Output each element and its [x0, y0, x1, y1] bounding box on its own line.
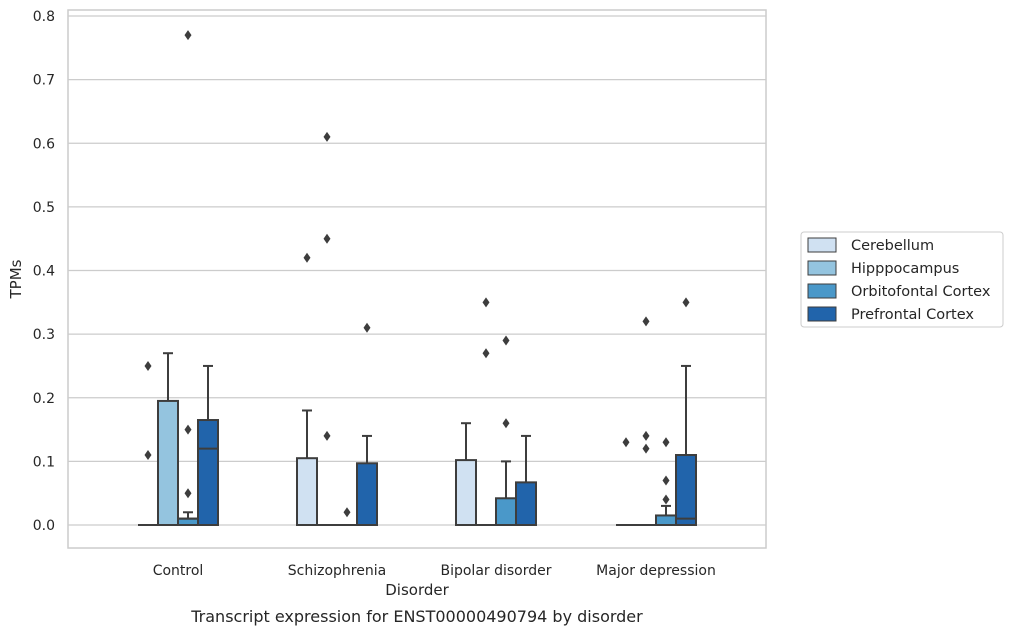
box-prefrontal-cortex [675, 297, 697, 527]
x-tick-label: Schizophrenia [288, 563, 386, 579]
box-body [455, 459, 477, 527]
outlier-point [662, 494, 670, 505]
outlier-point [323, 430, 331, 441]
legend-swatch [807, 306, 837, 322]
legend: Cerebellum Hipppocampus Orbitofontal Corte… [800, 231, 1004, 328]
y-tick-label: 0.2 [33, 391, 55, 407]
box-cerebellum [296, 252, 318, 527]
outlier-point [642, 443, 650, 454]
box-hipppocampus [157, 352, 179, 526]
outlier-point [343, 507, 351, 518]
outlier-point [482, 348, 490, 359]
x-tick-label: Bipolar disorder [440, 563, 551, 579]
box-body [675, 454, 697, 527]
box-prefrontal-cortex [356, 322, 378, 527]
box-prefrontal-cortex [197, 364, 219, 526]
chart-caption: Transcript expression for ENST0000049079… [190, 607, 643, 626]
outlier-point [642, 316, 650, 327]
y-tick-label: 0.7 [33, 73, 55, 89]
y-axis-ticks: 0.0 0.1 0.2 0.3 0.4 0.5 0.6 0.7 0.8 [33, 9, 55, 534]
outlier-point [184, 424, 192, 435]
x-axis-ticks: Control Schizophrenia Bipolar disorder Majo… [153, 563, 716, 579]
box-orbitofontal-cortex [177, 30, 199, 527]
box-plot-series [138, 30, 697, 527]
y-tick-label: 0.8 [33, 9, 55, 25]
gridlines [68, 15, 766, 526]
outlier-point [662, 475, 670, 486]
box-orbitofontal-cortex [495, 335, 517, 526]
y-tick-label: 0.1 [33, 454, 55, 470]
outlier-point [482, 297, 490, 308]
legend-entry-label: Hipppocampus [851, 261, 959, 277]
y-tick-label: 0.6 [33, 136, 55, 152]
box-orbitofontal-cortex [337, 507, 357, 526]
y-axis-label: TPMs [7, 259, 25, 299]
box-body [356, 462, 378, 527]
x-axis-label: Disorder [385, 581, 449, 599]
outlier-point [184, 488, 192, 499]
outlier-point [662, 437, 670, 448]
outlier-point [502, 335, 510, 346]
outlier-point [622, 437, 630, 448]
box-body [495, 497, 517, 526]
box-hipppocampus [476, 297, 496, 526]
y-tick-label: 0.3 [33, 327, 55, 343]
box-body [296, 457, 318, 527]
outlier-point [642, 430, 650, 441]
legend-swatch [807, 283, 837, 299]
box-cerebellum [455, 422, 477, 527]
x-tick-label: Control [153, 563, 204, 579]
box-cerebellum [616, 437, 636, 526]
outlier-point [303, 252, 311, 263]
legend-swatch [807, 260, 837, 276]
box-body [515, 481, 537, 526]
x-tick-label: Major depression [596, 563, 716, 579]
outlier-point [682, 297, 690, 308]
box-body [655, 514, 677, 526]
box-hipppocampus [317, 131, 337, 526]
outlier-point [502, 418, 510, 429]
y-tick-label: 0.4 [33, 264, 55, 280]
outlier-point [184, 30, 192, 41]
box-body [197, 419, 219, 526]
box-orbitofontal-cortex [655, 437, 677, 526]
legend-swatch [807, 237, 837, 253]
plot-frame [67, 9, 767, 549]
legend-entry-label: Cerebellum [851, 238, 934, 254]
y-tick-label: 0.0 [33, 518, 55, 534]
box-hipppocampus [636, 316, 656, 526]
y-tick-label: 0.5 [33, 200, 55, 216]
box-cerebellum [138, 360, 158, 526]
outlier-point [323, 131, 331, 142]
box-prefrontal-cortex [515, 434, 537, 526]
legend-entry-label: Orbitofontal Cortex [851, 284, 991, 300]
outlier-point [363, 322, 371, 333]
box-body [157, 399, 179, 526]
outlier-point [144, 360, 152, 371]
legend-entry-label: Prefrontal Cortex [851, 307, 974, 323]
outlier-point [144, 450, 152, 461]
outlier-point [323, 233, 331, 244]
legend-frame [800, 231, 1004, 328]
